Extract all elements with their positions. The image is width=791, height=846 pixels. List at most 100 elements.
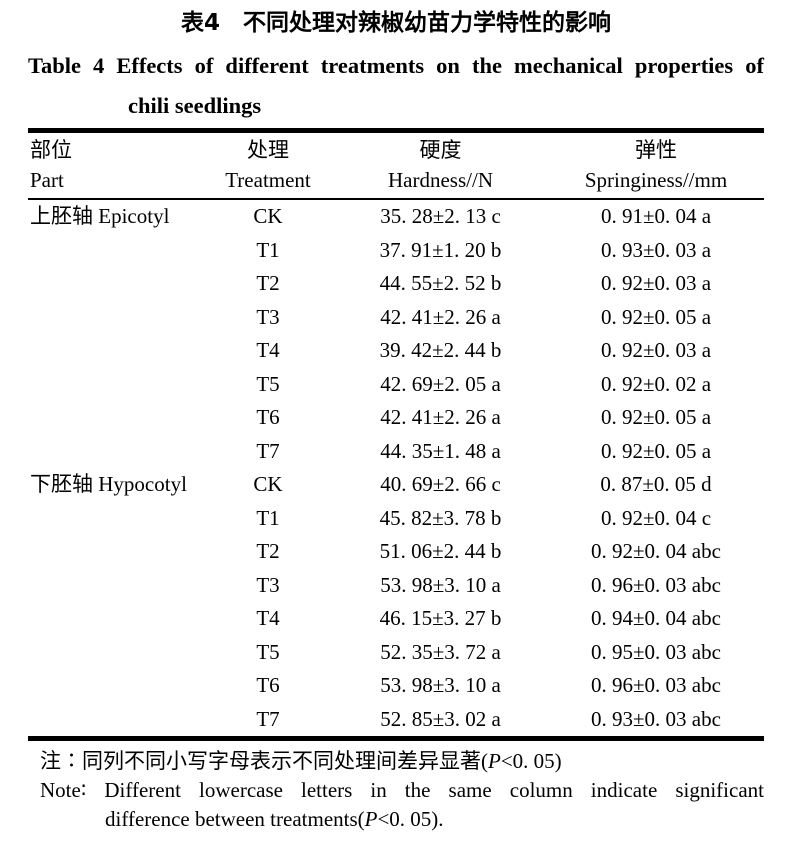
treatment-cell: T4 (256, 338, 280, 362)
table-header: 部位 Part 处理 Treatment 硬度 Hardness//N 弹性 S… (28, 131, 764, 200)
part-cell: 上胚轴 Epicotyl (30, 204, 170, 228)
springiness-cell: 0. 92±0. 04 c (600, 505, 712, 530)
treatment-cell: T3 (256, 304, 280, 329)
springiness-cell: 0. 92±0. 05 a (600, 405, 712, 429)
table-row: T4 46. 15±3. 27 b 0. 94±0. 04 abc (28, 602, 764, 636)
part-cell (28, 301, 203, 335)
table-row: T5 52. 35±3. 72 a 0. 95±0. 03 abc (28, 636, 764, 670)
part-cell (28, 636, 203, 670)
springiness-cell: 0. 96±0. 03 abc (591, 673, 721, 697)
hardness-cell: 42. 69±2. 05 a (380, 371, 501, 396)
springiness-cell: 0. 95±0. 03 abc (591, 639, 721, 664)
table-row: T1 37. 91±1. 20 b 0. 93±0. 03 a (28, 234, 764, 268)
part-cell (28, 669, 203, 703)
treatment-cell: T3 (256, 572, 280, 597)
springiness-cell: 0. 93±0. 03 a (600, 237, 712, 262)
part-cell (28, 569, 203, 603)
header-hardness-en: Hardness//N (388, 168, 493, 192)
springiness-cell: 0. 87±0. 05 d (600, 472, 712, 496)
footnote-chinese-pvalue: <0. 05) (500, 749, 562, 773)
springiness-cell: 0. 91±0. 04 a (600, 204, 712, 228)
hardness-cell: 42. 41±2. 26 a (380, 304, 501, 329)
table-row: 上胚轴 Epicotyl CK 35. 28±2. 13 c 0. 91±0. … (28, 199, 764, 234)
treatment-cell: CK (253, 472, 283, 496)
header-hardness-zh: 硬度 (419, 138, 462, 162)
table-row: T5 42. 69±2. 05 a 0. 92±0. 02 a (28, 368, 764, 402)
part-cell (28, 267, 203, 301)
springiness-cell: 0. 92±0. 03 a (600, 271, 712, 295)
footnote-chinese: 注∶同列不同小写字母表示不同处理间差异显著(P<0. 05) (40, 747, 764, 776)
header-hardness: 硬度 Hardness//N (333, 131, 548, 200)
treatment-cell: T6 (256, 673, 280, 697)
part-cell (28, 535, 203, 569)
table-row: T7 44. 35±1. 48 a 0. 92±0. 05 a (28, 435, 764, 469)
footnote-english-line1: Note∶ Different lowercase letters in the… (40, 778, 764, 802)
header-part: 部位 Part (28, 131, 203, 200)
table-title-english: Table 4 Effects of different treatments … (28, 46, 764, 126)
hardness-cell: 45. 82±3. 78 b (379, 505, 502, 530)
table-body: 上胚轴 Epicotyl CK 35. 28±2. 13 c 0. 91±0. … (28, 199, 764, 739)
table-row: T2 51. 06±2. 44 b 0. 92±0. 04 abc (28, 535, 764, 569)
springiness-cell: 0. 92±0. 03 a (600, 338, 712, 362)
treatment-cell: T4 (256, 606, 280, 630)
footnote-chinese-text: 注∶同列不同小写字母表示不同处理间差异显著( (40, 749, 488, 773)
springiness-cell: 0. 92±0. 02 a (600, 371, 712, 396)
hardness-cell: 46. 15±3. 27 b (379, 606, 502, 630)
table-row: T1 45. 82±3. 78 b 0. 92±0. 04 c (28, 502, 764, 536)
hardness-cell: 35. 28±2. 13 c (380, 204, 501, 228)
part-cell (28, 368, 203, 402)
table-row: T3 53. 98±3. 10 a 0. 96±0. 03 abc (28, 569, 764, 603)
hardness-cell: 37. 91±1. 20 b (379, 237, 502, 262)
hardness-cell: 52. 85±3. 02 a (380, 706, 501, 731)
springiness-cell: 0. 94±0. 04 abc (591, 606, 721, 630)
hardness-cell: 39. 42±2. 44 b (379, 338, 502, 362)
hardness-cell: 51. 06±2. 44 b (379, 539, 502, 563)
treatment-cell: T2 (256, 271, 280, 295)
part-cell (28, 703, 203, 739)
springiness-cell: 0. 92±0. 05 a (600, 438, 712, 463)
part-cell (28, 334, 203, 368)
header-part-en: Part (30, 168, 64, 192)
treatment-cell: T1 (256, 237, 280, 262)
results-table: 部位 Part 处理 Treatment 硬度 Hardness//N 弹性 S… (28, 128, 764, 741)
part-cell: 下胚轴 Hypocotyl (30, 472, 187, 496)
treatment-cell: CK (253, 204, 283, 228)
treatment-cell: T7 (256, 706, 280, 731)
header-springiness-en: Springiness//mm (584, 168, 728, 192)
treatment-cell: T5 (256, 371, 280, 396)
p-value-symbol: P (364, 807, 378, 831)
part-cell (28, 234, 203, 268)
header-treatment: 处理 Treatment (203, 131, 333, 200)
table-row: T6 53. 98±3. 10 a 0. 96±0. 03 abc (28, 669, 764, 703)
table-row: T3 42. 41±2. 26 a 0. 92±0. 05 a (28, 301, 764, 335)
table-row: T6 42. 41±2. 26 a 0. 92±0. 05 a (28, 401, 764, 435)
springiness-cell: 0. 92±0. 05 a (600, 304, 712, 329)
header-treatment-zh: 处理 (247, 138, 289, 162)
table-title-chinese: 表4 不同处理对辣椒幼苗力学特性的影响 (180, 10, 611, 36)
header-part-zh: 部位 (30, 138, 72, 162)
part-cell (28, 502, 203, 536)
hardness-cell: 53. 98±3. 10 a (380, 673, 501, 697)
header-row: 部位 Part 处理 Treatment 硬度 Hardness//N 弹性 S… (28, 131, 764, 200)
footnote-english-pvalue: <0. 05). (377, 807, 444, 831)
table-footnotes: 注∶同列不同小写字母表示不同处理间差异显著(P<0. 05) Note∶ Dif… (28, 747, 764, 834)
hardness-cell: 40. 69±2. 66 c (380, 472, 501, 496)
treatment-cell: T1 (256, 505, 280, 530)
table-row: T4 39. 42±2. 44 b 0. 92±0. 03 a (28, 334, 764, 368)
p-value-symbol: P (488, 749, 501, 773)
table-title-english-line1: Table 4 Effects of different treatments … (28, 53, 764, 78)
springiness-cell: 0. 96±0. 03 abc (591, 572, 721, 597)
hardness-cell: 44. 55±2. 52 b (379, 271, 502, 295)
hardness-cell: 53. 98±3. 10 a (380, 572, 501, 597)
table-title-english-line2: chili seedlings (128, 93, 262, 118)
treatment-cell: T6 (256, 405, 280, 429)
treatment-cell: T7 (256, 438, 280, 463)
table-row: T2 44. 55±2. 52 b 0. 92±0. 03 a (28, 267, 764, 301)
hardness-cell: 52. 35±3. 72 a (380, 639, 501, 664)
header-springiness-zh: 弹性 (635, 138, 677, 162)
treatment-cell: T5 (256, 639, 280, 664)
header-treatment-en: Treatment (225, 168, 311, 192)
springiness-cell: 0. 93±0. 03 abc (591, 706, 721, 731)
part-cell (28, 401, 203, 435)
